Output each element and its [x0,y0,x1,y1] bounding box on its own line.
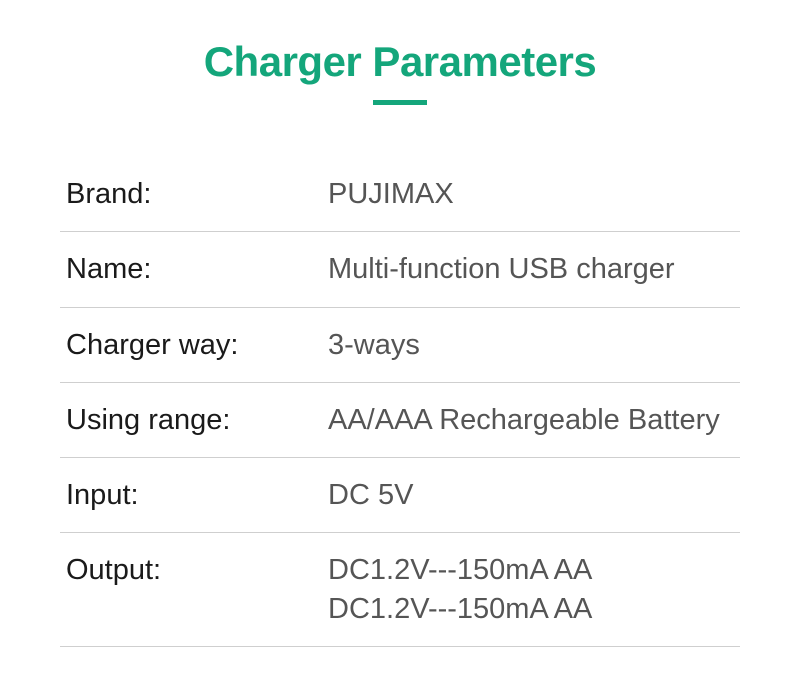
spec-label: Charger way: [60,307,322,382]
spec-value: 3-ways [322,307,740,382]
spec-value: Multi-function USB charger [322,232,740,307]
spec-table-body: Brand:PUJIMAXName:Multi-function USB cha… [60,157,740,646]
table-row: Input:DC 5V [60,458,740,533]
table-row: Output:DC1.2V---150mA AA DC1.2V---150mA … [60,533,740,647]
spec-value: PUJIMAX [322,157,740,232]
spec-value: DC1.2V---150mA AA DC1.2V---150mA AA [322,533,740,647]
spec-value: AA/AAA Rechargeable Battery [322,382,740,457]
spec-label: Brand: [60,157,322,232]
spec-sheet: Charger Parameters Brand:PUJIMAXName:Mul… [0,0,800,699]
spec-table: Brand:PUJIMAXName:Multi-function USB cha… [60,157,740,647]
page-title: Charger Parameters [60,38,740,86]
table-row: Brand:PUJIMAX [60,157,740,232]
spec-label: Input: [60,458,322,533]
table-row: Using range:AA/AAA Rechargeable Battery [60,382,740,457]
table-row: Name:Multi-function USB charger [60,232,740,307]
spec-label: Using range: [60,382,322,457]
title-underline [373,100,427,105]
spec-label: Output: [60,533,322,647]
spec-value: DC 5V [322,458,740,533]
table-row: Charger way:3-ways [60,307,740,382]
spec-label: Name: [60,232,322,307]
